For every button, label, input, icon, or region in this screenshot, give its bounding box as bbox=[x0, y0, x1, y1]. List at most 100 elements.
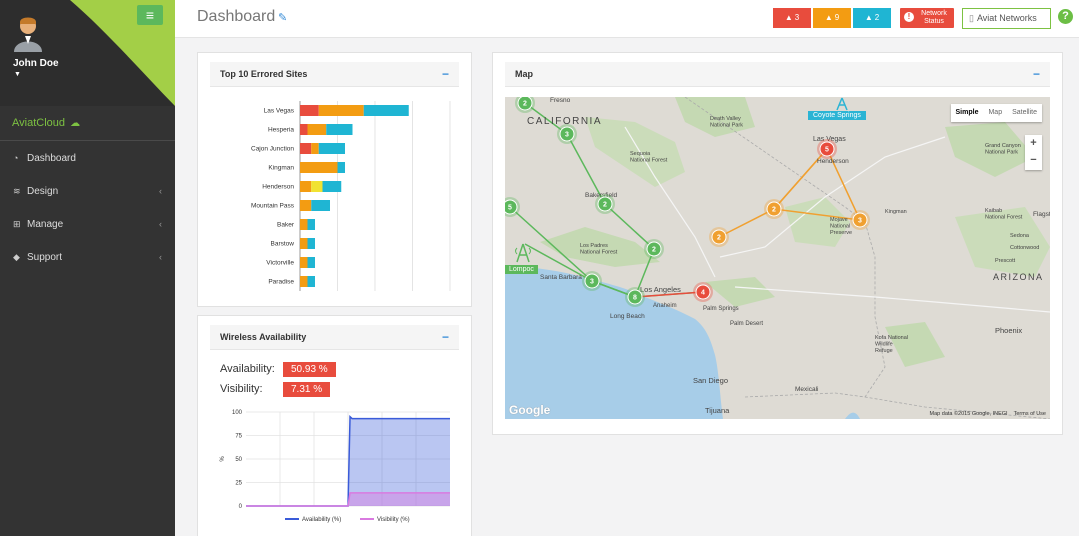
edit-icon[interactable]: ✎ bbox=[278, 12, 288, 24]
top-header: Dashboard ✎ ▲ 3 ▲ 9 ▲ 2 ! Network Status ▯ A… bbox=[175, 0, 1079, 38]
bar-segment[interactable] bbox=[307, 257, 316, 268]
site-label: Hesperia bbox=[268, 127, 294, 134]
map-place-label: Kaibab National Forest bbox=[985, 208, 1023, 221]
cluster-marker-ok[interactable]: 8 bbox=[625, 287, 645, 307]
bar-segment[interactable] bbox=[300, 143, 312, 154]
alert-info-button[interactable]: ▲ 2 bbox=[853, 8, 891, 28]
bar-segment[interactable] bbox=[322, 181, 342, 192]
help-icon[interactable]: ? bbox=[1058, 9, 1073, 24]
collapse-icon[interactable]: − bbox=[441, 330, 449, 344]
bar-segment[interactable] bbox=[307, 124, 327, 135]
road bbox=[719, 136, 946, 258]
alert-icon: ▲ bbox=[864, 13, 873, 22]
sidebar-item-label: Manage bbox=[27, 219, 64, 230]
bar-segment[interactable] bbox=[326, 124, 353, 135]
cluster-marker-ok[interactable]: 2 bbox=[595, 194, 615, 214]
coyote-springs-label[interactable]: Coyote Springs bbox=[808, 111, 866, 120]
cluster-marker-critical[interactable]: 5 bbox=[817, 139, 837, 159]
sidebar-accent-shape bbox=[70, 0, 175, 106]
svg-text:2: 2 bbox=[603, 202, 607, 209]
organization-button[interactable]: ▯ Aviat Networks bbox=[962, 8, 1051, 29]
svg-text:5: 5 bbox=[508, 205, 512, 212]
bar-segment[interactable] bbox=[311, 181, 323, 192]
user-panel: ≡ John Doe ▼ bbox=[0, 0, 175, 106]
map-place-label: ARIZONA bbox=[993, 272, 1044, 282]
bar-segment[interactable] bbox=[318, 105, 364, 116]
brand[interactable]: AviatCloud ☁ bbox=[0, 113, 175, 141]
cluster-marker-ok[interactable]: 2 bbox=[644, 239, 664, 259]
collapse-icon[interactable]: − bbox=[441, 67, 449, 81]
collapse-icon[interactable]: − bbox=[1032, 67, 1040, 81]
park-area bbox=[785, 197, 850, 247]
park-area bbox=[705, 277, 775, 307]
user-menu-caret-icon[interactable]: ▼ bbox=[14, 71, 21, 78]
cluster-marker-warning[interactable]: 2 bbox=[764, 199, 784, 219]
legend-label: Availability (%) bbox=[302, 517, 341, 523]
cluster-marker-warning[interactable]: 2 bbox=[709, 227, 729, 247]
bar-segment[interactable] bbox=[307, 219, 316, 230]
map-type-map[interactable]: Map bbox=[988, 109, 1003, 116]
cluster-marker-ok[interactable]: 3 bbox=[557, 124, 577, 144]
network-status-button[interactable]: ! Network Status bbox=[900, 8, 954, 28]
bar-segment[interactable] bbox=[300, 200, 312, 211]
sidebar-item-design[interactable]: ≋ Design ‹ bbox=[0, 178, 175, 204]
menu-toggle-button[interactable]: ≡ bbox=[137, 5, 163, 25]
exclamation-icon: ! bbox=[904, 12, 914, 22]
tag-icon: ◆ bbox=[13, 252, 20, 262]
map-type-satellite[interactable]: Satellite bbox=[1012, 109, 1037, 116]
bar-segment[interactable] bbox=[307, 238, 316, 249]
cluster-marker-critical[interactable]: 4 bbox=[693, 282, 713, 302]
y-axis-label: % bbox=[220, 456, 226, 462]
map-place-label: Prescott bbox=[995, 258, 1016, 264]
svg-text:2: 2 bbox=[717, 235, 721, 242]
bar-segment[interactable] bbox=[300, 162, 338, 173]
bar-segment[interactable] bbox=[300, 257, 308, 268]
sidebar-item-manage[interactable]: ⊞ Manage ‹ bbox=[0, 211, 175, 237]
zoom-out-button[interactable]: − bbox=[1030, 154, 1037, 166]
bar-segment[interactable] bbox=[300, 219, 308, 230]
map-place-label: Palm Desert bbox=[730, 321, 763, 327]
bar-segment[interactable] bbox=[300, 105, 319, 116]
bar-segment[interactable] bbox=[311, 200, 330, 211]
map-canvas[interactable]: Fresno CALIFORNIA Death Valley National Par… bbox=[505, 97, 1050, 419]
lompoc-label[interactable]: Lompoc bbox=[505, 265, 538, 274]
bar-segment[interactable] bbox=[300, 124, 308, 135]
user-name[interactable]: John Doe bbox=[13, 58, 59, 69]
chevron-left-icon: ‹ bbox=[159, 186, 162, 196]
bar-segment[interactable] bbox=[318, 143, 345, 154]
panel-header: Map − bbox=[505, 62, 1050, 87]
map-place-label: Kofa National Wildlife Refuge bbox=[875, 335, 908, 354]
alert-critical-button[interactable]: ▲ 3 bbox=[773, 8, 811, 28]
cluster-marker-ok[interactable]: 3 bbox=[582, 271, 602, 291]
avatar[interactable] bbox=[12, 14, 44, 52]
cluster-marker-ok[interactable]: 5 bbox=[505, 197, 520, 217]
cluster-marker-warning[interactable]: 3 bbox=[850, 210, 870, 230]
bar-segment[interactable] bbox=[311, 143, 319, 154]
map-type-control[interactable]: Simple Map Satellite bbox=[950, 104, 1042, 122]
bar-segment[interactable] bbox=[337, 162, 346, 173]
terms-link[interactable]: Terms of Use bbox=[1013, 411, 1046, 417]
bar-segment[interactable] bbox=[307, 276, 316, 287]
bar-segment[interactable] bbox=[300, 276, 308, 287]
map-graphics bbox=[505, 97, 1050, 419]
bar-segment[interactable] bbox=[363, 105, 409, 116]
park-area bbox=[540, 227, 660, 267]
alert-warning-button[interactable]: ▲ 9 bbox=[813, 8, 851, 28]
visibility-value: 7.31 % bbox=[283, 382, 331, 397]
svg-text:8: 8 bbox=[633, 295, 637, 302]
zoom-in-button[interactable]: + bbox=[1030, 137, 1037, 149]
bar-segment[interactable] bbox=[300, 181, 312, 192]
sidebar-item-dashboard[interactable]: ◔ Dashboard bbox=[0, 145, 175, 171]
park-area bbox=[945, 122, 1035, 177]
park-area bbox=[585, 117, 685, 187]
svg-text:2: 2 bbox=[652, 247, 656, 254]
availability-value: 50.93 % bbox=[283, 362, 336, 377]
sidebar-item-support[interactable]: ◆ Support ‹ bbox=[0, 244, 175, 270]
map-place-label: San Diego bbox=[693, 376, 728, 385]
cluster-marker-ok[interactable]: 2 bbox=[515, 97, 535, 113]
bar-segment[interactable] bbox=[300, 238, 308, 249]
map-type-simple[interactable]: Simple bbox=[955, 109, 979, 116]
organization-label: Aviat Networks bbox=[976, 13, 1037, 23]
map-place-label: Anaheim bbox=[653, 303, 677, 309]
zoom-control: + − bbox=[1025, 135, 1042, 170]
